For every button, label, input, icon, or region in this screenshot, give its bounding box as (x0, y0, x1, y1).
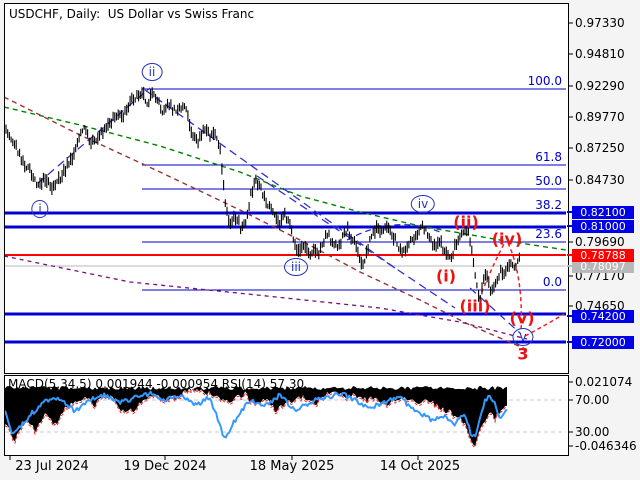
red-projection-rebound (524, 313, 565, 337)
candlestick-series (5, 86, 520, 303)
blue-wave-line-down3 (469, 287, 522, 335)
maroon-ma-dashed (5, 96, 529, 351)
indicator-plot-area (5, 386, 566, 449)
blue-wave-line-up (37, 87, 151, 184)
green-ma-dashed (5, 106, 567, 251)
rsi-line (5, 390, 508, 439)
purple-trendline-dashed (5, 255, 528, 340)
blue-arc-dashed (346, 223, 441, 241)
price-plot-area (5, 86, 567, 351)
red-projection-down (507, 242, 523, 333)
